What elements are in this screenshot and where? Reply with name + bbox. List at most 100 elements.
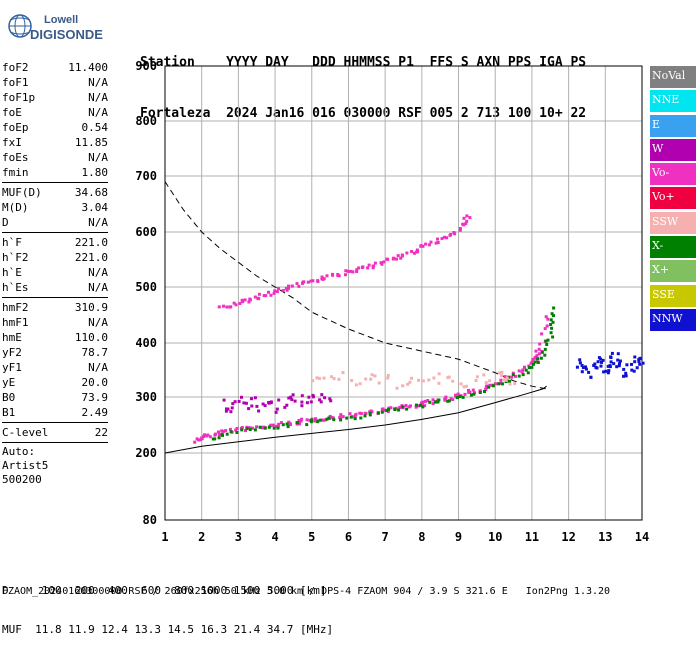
- echo-point: [271, 423, 275, 427]
- param-row: foEs N/A: [2, 150, 108, 165]
- echo-point: [380, 262, 384, 266]
- echo-point: [320, 418, 324, 422]
- echo-point: [319, 400, 323, 404]
- echo-point: [269, 293, 273, 297]
- legend-item-x-: X+: [650, 260, 696, 283]
- echo-point: [327, 416, 331, 420]
- echo-point: [281, 289, 285, 292]
- echo-point: [290, 284, 294, 288]
- param-row: foF1p N/A: [2, 90, 108, 105]
- echo-point: [417, 378, 421, 382]
- x-tick-label: 8: [418, 530, 425, 544]
- param-key: yF1: [2, 361, 22, 374]
- param-key: yF2: [2, 346, 22, 359]
- echo-point: [371, 266, 375, 270]
- echo-point: [312, 395, 315, 399]
- legend-item-noval: NoVal: [650, 66, 696, 88]
- echo-point: [247, 407, 251, 411]
- echo-point: [523, 365, 526, 369]
- echo-point: [458, 395, 462, 399]
- param-row: yF2 78.7: [2, 345, 108, 360]
- echo-point: [465, 219, 469, 223]
- echo-point: [524, 368, 528, 372]
- echo-point: [363, 411, 367, 415]
- echo-point: [322, 277, 326, 281]
- echo-point: [202, 433, 206, 437]
- echo-point: [461, 222, 465, 226]
- param-row: B0 73.9: [2, 390, 108, 405]
- param-value: 310.9: [74, 301, 108, 314]
- echo-point: [478, 391, 482, 394]
- echo-point: [231, 402, 235, 406]
- echo-point: [307, 395, 311, 399]
- echo-point: [443, 235, 446, 239]
- echo-point: [243, 298, 247, 302]
- echo-point: [318, 398, 322, 402]
- echo-point: [250, 397, 253, 401]
- echo-point: [630, 368, 634, 372]
- param-key: D: [2, 216, 9, 229]
- echo-point: [578, 361, 582, 365]
- echo-point: [255, 404, 259, 408]
- echo-point: [514, 374, 517, 378]
- electron-density-profile: [164, 385, 547, 454]
- echo-point: [465, 214, 469, 218]
- x-tick-label: 2: [198, 530, 205, 544]
- echo-point: [377, 381, 381, 385]
- echo-point: [502, 378, 506, 382]
- param-value: 78.7: [81, 346, 109, 359]
- param-key: foF1: [2, 76, 29, 89]
- echo-point: [444, 395, 448, 399]
- echo-point: [594, 365, 598, 369]
- echo-point: [550, 326, 554, 330]
- echo-point: [242, 401, 246, 405]
- param-key: foE: [2, 106, 22, 119]
- echo-point: [427, 243, 431, 247]
- legend-item-w: W: [650, 138, 696, 161]
- param-row: B1 2.49: [2, 405, 108, 420]
- echo-point: [616, 352, 620, 356]
- echo-point: [606, 371, 610, 375]
- echo-point: [217, 305, 221, 309]
- legend-item-nne: NNE: [650, 90, 696, 113]
- echo-point: [398, 405, 402, 409]
- echo-point: [632, 369, 636, 373]
- echo-point: [289, 423, 292, 427]
- param-separator: [2, 297, 108, 298]
- echo-point: [497, 371, 501, 375]
- echo-point: [638, 356, 642, 360]
- y-tick-label: 80: [143, 513, 157, 527]
- echo-point: [300, 404, 304, 408]
- echo-point: [601, 358, 605, 362]
- param-row: h`F2 221.0: [2, 250, 108, 265]
- echo-point: [257, 292, 261, 296]
- echo-point: [415, 248, 419, 252]
- echo-point: [279, 421, 283, 425]
- echo-point: [633, 355, 637, 359]
- x-tick-label: 11: [525, 530, 539, 544]
- echo-point: [421, 244, 425, 248]
- echo-point: [369, 409, 373, 413]
- param-value: 73.9: [81, 391, 109, 404]
- echo-point: [445, 236, 449, 240]
- echo-point: [355, 268, 359, 272]
- param-row: foEp 0.54: [2, 120, 108, 135]
- y-tick-label: 200: [135, 446, 157, 460]
- echo-point: [446, 399, 450, 403]
- echo-point: [325, 274, 329, 278]
- echo-point: [291, 393, 295, 397]
- param-value: N/A: [88, 91, 108, 104]
- auto-scaling-text: Auto:: [2, 445, 36, 458]
- echo-point: [517, 374, 521, 378]
- echo-point: [437, 398, 441, 402]
- legend-item-vo-: Vo+: [650, 187, 696, 210]
- echo-point: [311, 379, 315, 383]
- echo-point: [451, 398, 455, 402]
- param-key: fmin: [2, 166, 29, 179]
- echo-point: [295, 282, 299, 286]
- echo-point: [528, 366, 531, 370]
- echo-point: [285, 422, 289, 426]
- echo-point: [491, 384, 495, 388]
- echo-point: [273, 289, 277, 293]
- echo-point: [300, 394, 304, 398]
